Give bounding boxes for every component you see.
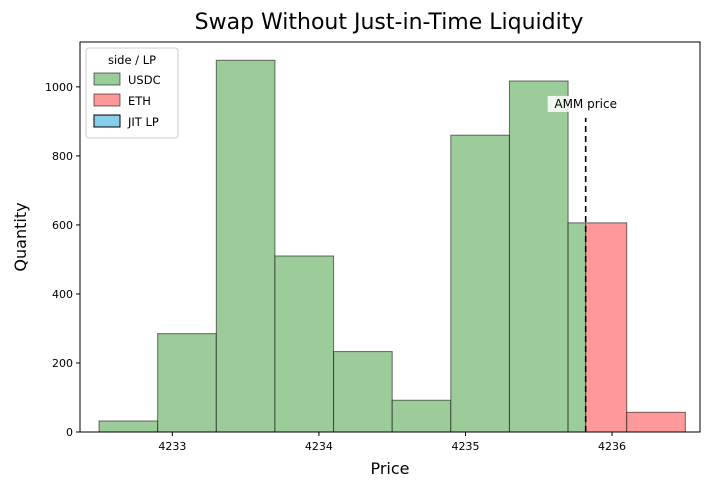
legend-label-jit-lp: JIT LP xyxy=(127,115,159,129)
bar-usdc-2 xyxy=(215,59,276,433)
x-tick-label: 4235 xyxy=(451,440,479,453)
y-tick-label: 400 xyxy=(52,288,73,301)
legend-swatch-jit-lp xyxy=(93,114,121,128)
x-axis: 4233 4234 4235 4236 xyxy=(158,432,626,453)
bar-usdc-1 xyxy=(157,333,217,433)
bar-usdc-6 xyxy=(450,134,510,433)
x-tick-label: 4234 xyxy=(305,440,333,453)
legend-swatch-usdc xyxy=(93,72,121,86)
amm-price-label: AMM price xyxy=(554,97,617,111)
y-tick-label: 600 xyxy=(52,219,73,232)
y-tick-label: 0 xyxy=(66,426,73,439)
x-tick-label: 4236 xyxy=(598,440,626,453)
legend-label-usdc: USDC xyxy=(128,73,161,87)
y-axis: 0 200 400 600 800 1000 xyxy=(45,81,80,439)
legend: side / LP USDC ETH JIT LP xyxy=(85,47,179,139)
legend-label-eth: ETH xyxy=(128,94,151,108)
bar-usdc-8 xyxy=(567,222,587,433)
bar-usdc-5 xyxy=(391,399,452,433)
amm-price-label-bg xyxy=(547,95,624,112)
bar-usdc-7 xyxy=(508,80,569,433)
x-axis-label: Price xyxy=(370,459,409,478)
bar-usdc-3 xyxy=(274,255,335,433)
y-tick-label: 800 xyxy=(52,150,73,163)
y-tick-label: 200 xyxy=(52,357,73,370)
bar-usdc-0 xyxy=(98,420,159,433)
plot-frame xyxy=(79,41,701,433)
annotations-group: AMM price xyxy=(547,95,624,432)
bar-usdc-4 xyxy=(333,351,393,433)
legend-swatch-eth xyxy=(93,93,121,107)
y-axis-label: Quantity xyxy=(11,202,30,271)
x-tick-label: 4233 xyxy=(158,440,186,453)
bar-eth-0 xyxy=(585,222,628,433)
chart-title: Swap Without Just-in-Time Liquidity xyxy=(195,10,584,35)
bars-group xyxy=(98,59,686,433)
legend-title: side / LP xyxy=(108,53,156,67)
y-tick-label: 1000 xyxy=(45,81,73,94)
bar-eth-1 xyxy=(626,411,686,433)
